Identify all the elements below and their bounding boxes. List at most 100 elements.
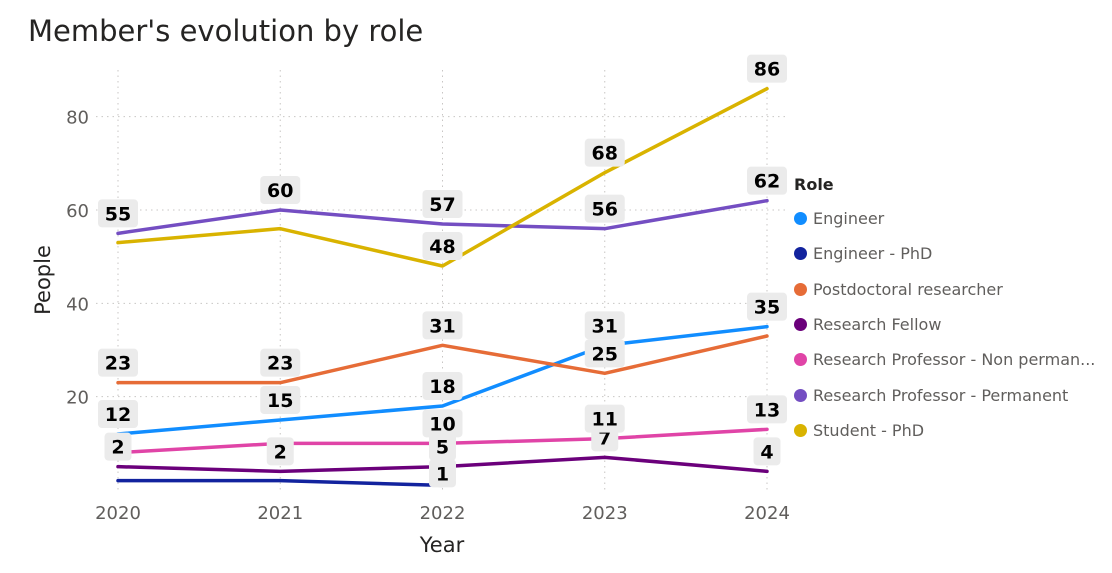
series-line-engineer-phd <box>116 478 445 488</box>
legend-dot-icon <box>794 423 807 437</box>
data-label-text: 57 <box>429 194 455 216</box>
data-label-text: 4 <box>760 441 773 463</box>
series-line-postdoctoral-researcher <box>116 334 769 385</box>
data-label-text: 15 <box>267 390 293 412</box>
data-label: 25 <box>584 339 625 368</box>
data-label: 57 <box>422 190 463 218</box>
legend-dot-icon <box>794 318 807 332</box>
x-tick-label: 2024 <box>744 503 790 524</box>
y-axis-title: People <box>31 245 55 315</box>
data-label-background <box>260 176 301 204</box>
data-label-background <box>260 348 301 377</box>
data-label-background <box>429 459 456 488</box>
legend-item-engineer-phd[interactable]: Engineer - PhD <box>794 236 1095 271</box>
data-label-text: 1 <box>436 463 449 485</box>
legend-dot-icon <box>794 388 807 402</box>
data-label-text: 35 <box>754 297 780 319</box>
data-label-text: 55 <box>105 203 131 225</box>
legend-item-label: Postdoctoral researcher <box>813 279 1003 299</box>
data-label-background <box>266 437 294 466</box>
x-axis-title: Year <box>419 533 465 557</box>
data-label-background <box>584 138 625 167</box>
y-tick-label: 60 <box>66 201 89 222</box>
data-label-background <box>422 372 463 400</box>
data-label: 60 <box>260 176 301 204</box>
legend-item-label: Research Professor - Non perman... <box>813 350 1096 370</box>
data-label: 55 <box>98 199 138 228</box>
data-label-background <box>260 386 301 414</box>
data-label-text: 18 <box>429 376 455 398</box>
series-line-engineer <box>116 324 769 436</box>
data-label-background <box>98 348 138 377</box>
legend-item-label: Engineer - PhD <box>813 244 933 264</box>
data-label: 5 <box>429 432 456 461</box>
x-tick-label: 2020 <box>95 503 141 524</box>
data-label-text: 31 <box>429 315 455 337</box>
legend-item-research-professor-non-perman[interactable]: Research Professor - Non perman... <box>794 342 1095 377</box>
data-label-background <box>747 395 787 424</box>
data-label-background <box>747 166 787 195</box>
x-tick-label: 2022 <box>420 503 466 524</box>
y-tick-label: 40 <box>66 294 89 315</box>
data-label-text: 25 <box>592 343 618 365</box>
data-label-text: 31 <box>592 315 618 337</box>
data-label: 4 <box>753 437 781 466</box>
data-label: 23 <box>260 348 301 377</box>
data-label-background <box>584 404 625 433</box>
data-label-background <box>584 339 625 368</box>
data-label-background <box>422 232 463 260</box>
axes: 20 40 60 80 2020 2021 2022 2023 2024 Year People <box>31 108 790 557</box>
data-label-background <box>429 432 456 461</box>
data-label: 15 <box>260 386 301 414</box>
data-label: 62 <box>747 166 787 195</box>
data-label-text: 5 <box>436 437 449 459</box>
data-label: 56 <box>584 194 625 223</box>
data-label-text: 2 <box>274 441 287 463</box>
legend-item-label: Engineer <box>813 209 885 229</box>
legend-item-label: Research Professor - Permanent <box>813 385 1069 405</box>
data-label: 1 <box>429 459 456 488</box>
data-label-text: 60 <box>267 180 293 202</box>
data-label-background <box>422 311 463 340</box>
data-label: 18 <box>422 372 463 400</box>
y-tick-label: 80 <box>66 108 89 129</box>
data-label-text: 10 <box>429 413 455 435</box>
data-label-background <box>747 54 787 83</box>
legend-item-postdoctoral-researcher[interactable]: Postdoctoral researcher <box>794 272 1095 307</box>
data-label-background <box>753 437 781 466</box>
data-label-background <box>98 400 138 428</box>
data-label-text: 62 <box>754 171 780 193</box>
y-tick-label: 20 <box>66 388 89 409</box>
legend: Role Engineer Engineer - PhD Postdoctoral … <box>794 175 1095 448</box>
legend-dot-icon <box>794 282 807 296</box>
data-label: 31 <box>584 311 625 340</box>
data-label-background <box>422 409 463 438</box>
data-label-text: 86 <box>754 59 780 81</box>
data-label: 2 <box>104 432 132 461</box>
data-label-text: 12 <box>105 404 131 426</box>
data-label-background <box>584 194 625 223</box>
data-label-text: 13 <box>754 399 780 421</box>
data-label: 35 <box>747 292 787 321</box>
data-label-text: 2 <box>111 437 124 459</box>
legend-item-engineer[interactable]: Engineer <box>794 201 1095 236</box>
legend-dot-icon <box>794 353 807 367</box>
data-label: 10 <box>422 409 463 438</box>
legend-item-student-phd[interactable]: Student - PhD <box>794 413 1095 448</box>
data-label: 48 <box>422 232 463 260</box>
data-label-text: 7 <box>598 427 611 449</box>
chart-title: Member's evolution by role <box>28 14 424 48</box>
data-label: 68 <box>584 138 625 167</box>
x-tick-label: 2023 <box>582 503 628 524</box>
data-label-text: 48 <box>429 236 455 258</box>
legend-item-research-fellow[interactable]: Research Fellow <box>794 307 1095 342</box>
data-label: 12 <box>98 400 138 428</box>
legend-item-label: Student - PhD <box>813 420 925 440</box>
data-label-text: 11 <box>592 409 618 431</box>
data-label: 31 <box>422 311 463 340</box>
legend-title: Role <box>794 175 834 194</box>
data-label-background <box>584 311 625 340</box>
legend-item-research-professor-permanent[interactable]: Research Professor - Permanent <box>794 377 1095 412</box>
